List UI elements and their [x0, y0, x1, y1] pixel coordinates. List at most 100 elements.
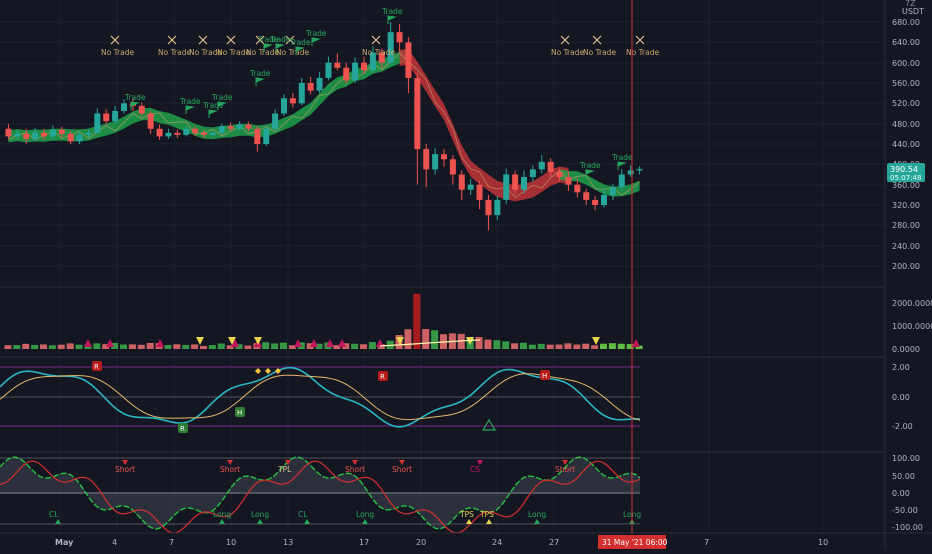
trade-label: Trade: [211, 93, 233, 102]
candle-body: [112, 110, 119, 122]
osc2-tick-label: 0.00: [892, 489, 910, 498]
volume-bar: [4, 345, 12, 349]
osc2-secondary-line: [0, 460, 641, 534]
candle-body: [414, 77, 421, 150]
volume-bar: [40, 344, 47, 349]
trade-flag-icon: [208, 109, 218, 118]
osc1-diamond: [275, 368, 281, 374]
no-trade-label: No Trade: [362, 48, 396, 57]
volume-down-triangle: [196, 337, 204, 345]
oscillator-2-axis[interactable]: 100.00 50.00 0.00 -50.00 -100.00: [892, 454, 923, 532]
volume-bar: [31, 344, 39, 349]
candle-body: [609, 187, 616, 195]
price-tick-label: 520.00: [892, 99, 920, 108]
volume-bar: [573, 344, 581, 349]
candle-body: [49, 129, 56, 137]
osc1-marker-box: [540, 370, 550, 380]
oscillator-1: R R H R H: [0, 361, 641, 433]
osc2-top-triangle: [285, 460, 291, 465]
candle-body: [121, 103, 127, 111]
time-tick-label: 20: [416, 538, 426, 547]
trade-flag-icon: [585, 169, 595, 178]
volume-bar: [546, 344, 554, 349]
time-tick-label: 13: [283, 538, 293, 547]
volume-bar: [48, 345, 56, 349]
osc1-marker-label: H: [542, 372, 547, 380]
osc1-marker-label: R: [94, 363, 99, 371]
volume-axis[interactable]: 2000.0000 1000.0000 0.0000: [892, 299, 932, 354]
no-trade-x-icon: [255, 35, 265, 45]
volume-bar: [520, 342, 527, 349]
candle-body: [5, 128, 12, 137]
candle-body: [41, 132, 47, 137]
candle-body: [201, 132, 207, 135]
volume-bar: [226, 345, 234, 349]
volume-tick-label: 2000.0000: [892, 299, 932, 308]
no-trade-label: No Trade: [551, 48, 585, 57]
osc2-top-label: Short: [555, 465, 575, 474]
osc2-top-label: CS: [470, 465, 480, 474]
osc2-tick-label: 100.00: [892, 454, 920, 463]
no-trade-label: No Trade: [189, 48, 223, 57]
osc2-bottom-label: Long: [356, 510, 374, 519]
volume-down-triangle: [254, 337, 262, 345]
osc2-bottom-triangle: [466, 519, 472, 524]
volume-bar: [404, 329, 412, 349]
volume-bar: [422, 329, 430, 349]
volume-bar: [351, 343, 359, 349]
candle-body: [23, 133, 30, 139]
volume-bar: [146, 342, 154, 349]
volume-down-triangle: [396, 337, 404, 345]
osc1-tick-label: -2.00: [892, 422, 913, 431]
time-tick-label: May: [55, 538, 74, 547]
no-trade-x-icon: [226, 35, 236, 45]
osc2-bottom-label: TPS: [459, 510, 474, 519]
moving-average-bands: [8, 49, 640, 202]
candle-body: [254, 128, 261, 144]
no-trade-label: No Trade: [583, 48, 617, 57]
time-tick-label: 17: [359, 538, 369, 547]
volume-bar: [262, 342, 270, 349]
symbol-unit-line1: 7Z: [905, 0, 916, 8]
price-tick-label: 560.00: [892, 79, 920, 88]
volume-bar: [137, 344, 145, 349]
osc1-marker-box: [92, 361, 102, 371]
osc2-bottom-label: Long: [213, 510, 231, 519]
volume-bar: [537, 343, 545, 349]
volume-bar: [271, 343, 279, 349]
osc2-top-label: Short: [392, 465, 412, 474]
time-axis[interactable]: May 4 7 10 13 17 20 24 27 7 10: [55, 538, 828, 547]
volume-up-triangle: [156, 339, 164, 347]
no-trade-label: No Trade: [101, 48, 135, 57]
osc2-bottom-triangle: [534, 519, 540, 524]
osc2-top-triangle: [477, 460, 483, 465]
candle-body: [387, 32, 394, 63]
volume-ma-line: [379, 339, 481, 347]
volume-bar: [208, 345, 216, 349]
volume-bar: [13, 345, 21, 349]
volume-down-triangle: [228, 337, 236, 345]
osc2-bottom-label: Long: [251, 510, 269, 519]
osc2-bottom-triangle: [55, 519, 61, 524]
no-trade-x-icon: [371, 35, 381, 45]
candle-body: [343, 67, 350, 81]
oscillator-1-axis[interactable]: 2.00 0.00 -2.00: [892, 363, 913, 431]
volume-bar: [235, 344, 243, 349]
osc1-fast-line: [0, 366, 641, 428]
trade-label: Trade: [269, 35, 291, 44]
osc2-top-triangle: [122, 460, 128, 465]
osc1-triangle: [481, 418, 497, 431]
trade-label: Trade: [611, 153, 633, 162]
osc2-signal-line: [0, 456, 641, 530]
volume-up-triangle: [632, 339, 640, 347]
time-tick-label: 7: [704, 538, 709, 547]
volume-up-triangle: [310, 339, 318, 347]
price-tick-label: 280.00: [892, 221, 920, 230]
trade-flag-icon: [255, 77, 265, 86]
volume-bar: [502, 341, 510, 349]
oscillator-2: Short Short TPL Short Short CS Short CL Long Long…: [0, 456, 641, 534]
osc2-tick-label: -50.00: [892, 506, 918, 515]
trade-label: Trade: [289, 38, 311, 47]
volume-bar: [493, 340, 501, 349]
